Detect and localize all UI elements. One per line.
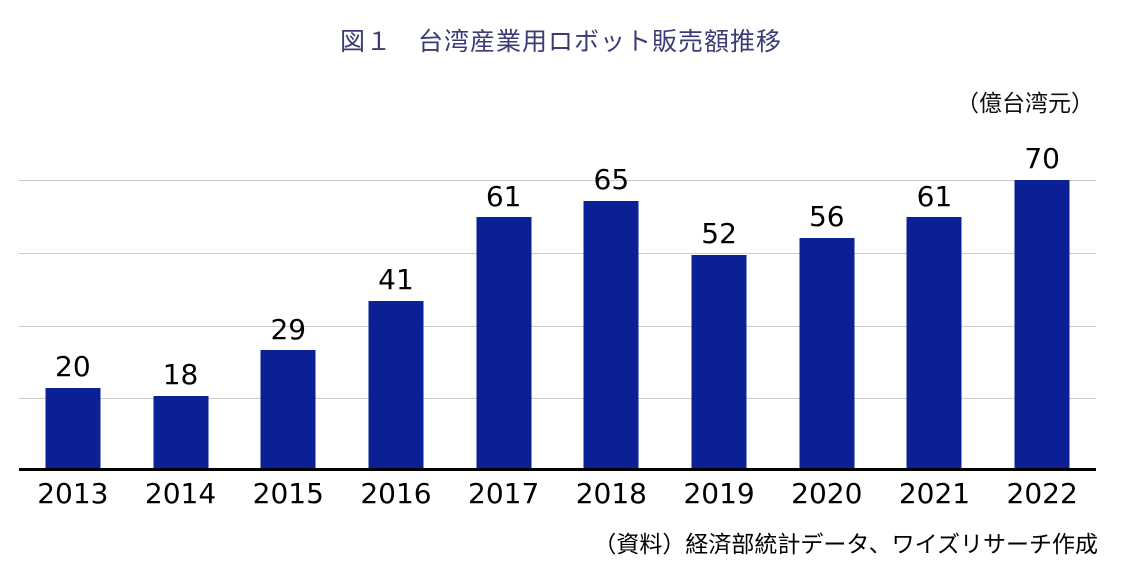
bar-2019 <box>691 254 747 471</box>
gridline <box>19 180 1096 181</box>
source-note: （資料）経済部統計データ、ワイズリサーチ作成 <box>593 532 1098 557</box>
x-axis-tick-label: 2017 <box>468 477 540 510</box>
bar-value-label: 29 <box>270 312 307 346</box>
chart-title: 図１ 台湾産業用ロボット販売額推移 <box>339 27 782 56</box>
x-axis-tick-label: 2015 <box>252 477 324 510</box>
bar-value-label: 65 <box>593 163 630 196</box>
x-axis-tick-label: 2019 <box>683 477 755 510</box>
chart-plot-area: 20 18 29 41 61 65 52 56 61 70 <box>19 143 1096 471</box>
bar-2018 <box>583 200 639 471</box>
bar-2013 <box>45 387 101 471</box>
bar-2016 <box>368 300 424 471</box>
bar-value-label: 61 <box>485 179 522 213</box>
bar-slot-2019: 52 <box>665 180 773 471</box>
bar-value-label: 61 <box>916 179 953 213</box>
bar-value-label: 20 <box>55 350 91 384</box>
bar-2017 <box>476 217 532 471</box>
bars-container: 20 18 29 41 61 65 52 56 61 70 <box>19 143 1096 471</box>
bar-2015 <box>260 350 316 471</box>
x-axis-tick-label: 2013 <box>37 477 109 510</box>
bar-slot-2016: 41 <box>342 180 450 471</box>
x-axis-tick-label: 2016 <box>360 477 432 510</box>
bar-value-label: 70 <box>1024 142 1060 176</box>
bar-value-label: 56 <box>808 200 845 234</box>
x-axis-tick-label: 2014 <box>144 477 217 510</box>
x-axis-tick-label: 2022 <box>1006 477 1078 510</box>
gridline <box>19 252 1096 254</box>
bar-slot-2020: 56 <box>773 180 881 471</box>
gridline <box>19 325 1096 327</box>
bar-slot-2015: 29 <box>234 180 342 471</box>
bar-slot-2021: 61 <box>881 180 989 471</box>
axis-unit-label: （億台湾元） <box>956 91 1094 116</box>
bar-2022 <box>1014 180 1070 471</box>
bar-slot-2018: 65 <box>558 164 666 471</box>
gridline <box>19 398 1096 400</box>
bar-slot-2013: 20 <box>19 180 127 471</box>
bar-slot-2022: 70 <box>988 143 1096 471</box>
bar-2014 <box>153 396 209 471</box>
bar-2021 <box>906 217 962 471</box>
x-axis-tick-label: 2021 <box>898 477 971 510</box>
bar-value-label: 41 <box>378 262 414 296</box>
x-axis-tick-label: 2020 <box>791 477 863 510</box>
bar-value-label: 18 <box>162 358 199 392</box>
bar-value-label: 52 <box>701 217 737 251</box>
bar-2020 <box>799 238 855 471</box>
x-axis-line <box>19 468 1096 471</box>
bar-slot-2017: 61 <box>450 180 558 471</box>
x-axis-labels: 2013 2014 2015 2016 2017 2018 2019 2020 2021 2022 <box>19 477 1096 510</box>
bar-slot-2014: 18 <box>127 180 235 471</box>
x-axis-tick-label: 2018 <box>575 477 647 510</box>
